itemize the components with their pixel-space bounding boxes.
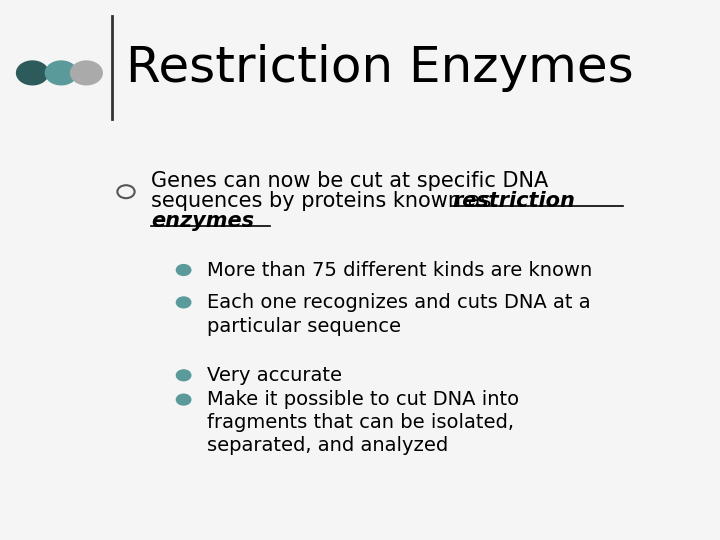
Text: Very accurate: Very accurate — [207, 366, 343, 385]
Text: fragments that can be isolated,: fragments that can be isolated, — [207, 413, 514, 432]
Circle shape — [45, 61, 77, 85]
Text: Make it possible to cut DNA into: Make it possible to cut DNA into — [207, 390, 520, 409]
Circle shape — [176, 265, 191, 275]
Text: More than 75 different kinds are known: More than 75 different kinds are known — [207, 260, 593, 280]
Circle shape — [17, 61, 48, 85]
Text: sequences by proteins known as: sequences by proteins known as — [151, 191, 498, 211]
Text: separated, and analyzed: separated, and analyzed — [207, 436, 449, 455]
Text: enzymes: enzymes — [151, 211, 254, 231]
Text: particular sequence: particular sequence — [207, 317, 401, 336]
Text: Each one recognizes and cuts DNA at a: Each one recognizes and cuts DNA at a — [207, 293, 591, 312]
Text: Genes can now be cut at specific DNA: Genes can now be cut at specific DNA — [151, 171, 549, 191]
Text: Restriction Enzymes: Restriction Enzymes — [126, 44, 634, 91]
Circle shape — [176, 370, 191, 381]
Circle shape — [71, 61, 102, 85]
Text: restriction: restriction — [452, 191, 575, 211]
Circle shape — [176, 394, 191, 405]
Circle shape — [176, 297, 191, 308]
